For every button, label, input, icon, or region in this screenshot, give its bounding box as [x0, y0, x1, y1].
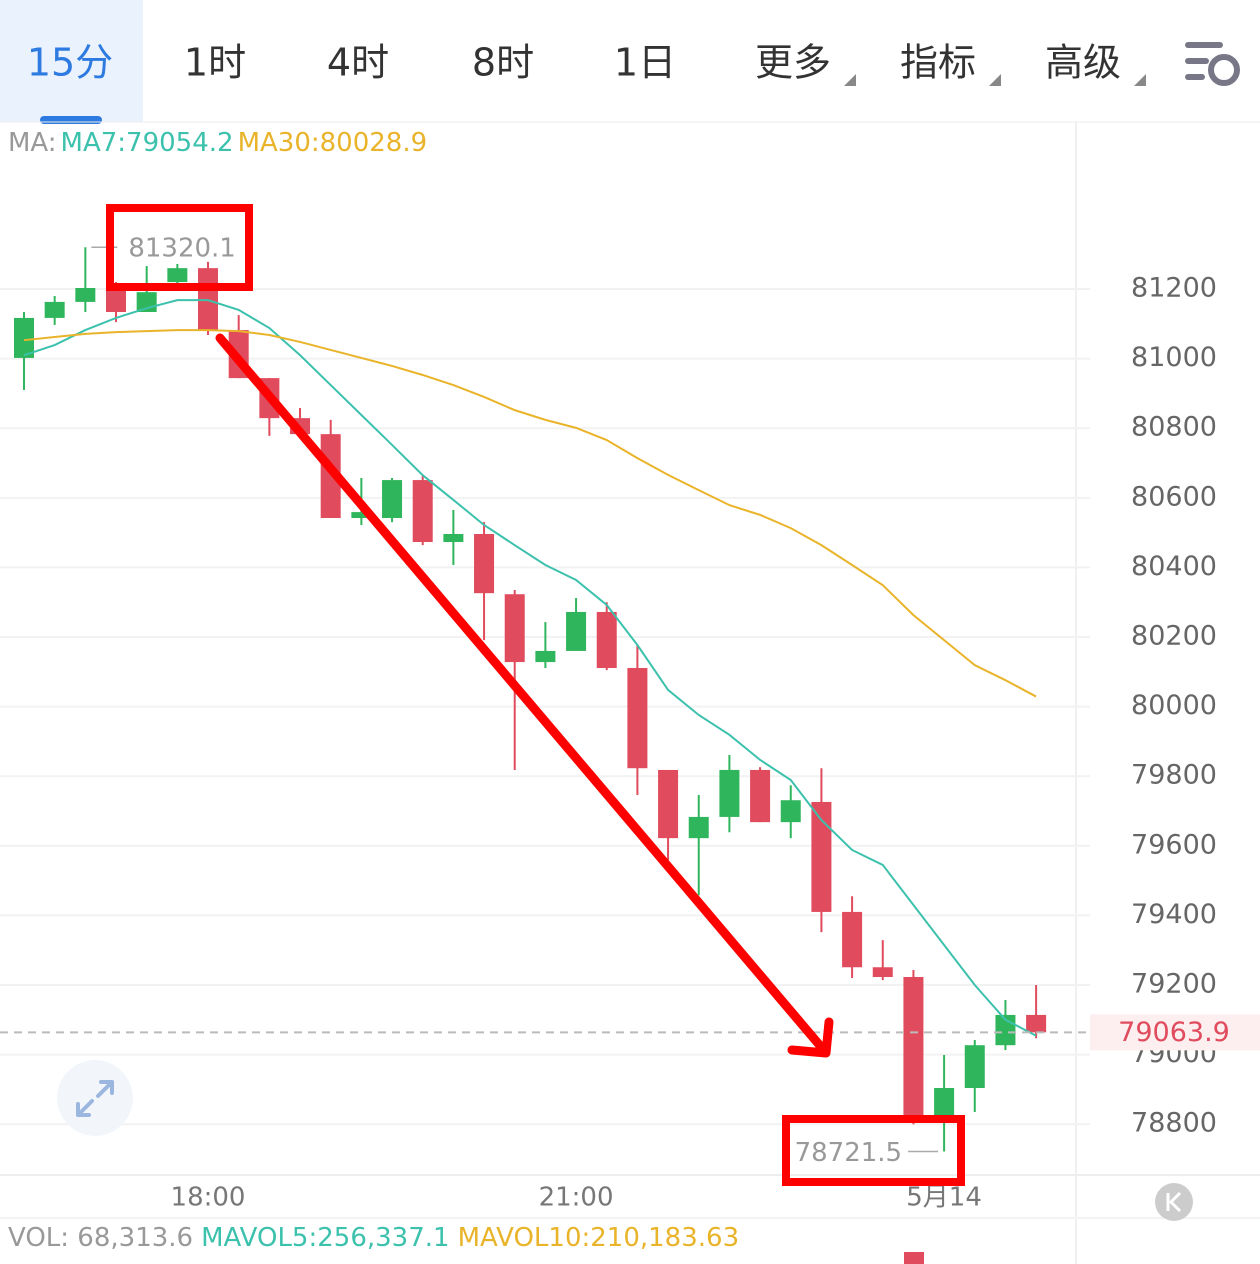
ma-legend-item: MA30:80028.9: [238, 128, 428, 158]
settings-icon[interactable]: [1185, 42, 1240, 86]
tab[interactable]: 1时: [184, 41, 246, 85]
dropdown-triangle: [989, 74, 1001, 86]
x-tick-label: 5月14: [906, 1183, 982, 1213]
y-tick-label: 78800: [1131, 1108, 1217, 1139]
tab[interactable]: 更多: [755, 41, 831, 85]
candle-body: [1026, 1014, 1047, 1033]
ma-line: [23, 329, 1037, 698]
x-tick-label: 18:00: [171, 1183, 246, 1213]
y-tick-label: 80000: [1131, 690, 1217, 721]
candle-body: [44, 301, 65, 318]
candle-body: [412, 480, 433, 543]
expand-button[interactable]: [57, 1060, 133, 1136]
tab[interactable]: 指标: [900, 41, 976, 85]
arrow-head: [787, 1017, 834, 1058]
volume-legend-item: MAVOL5:256,337.1: [201, 1223, 449, 1253]
tab[interactable]: 1日: [614, 41, 676, 85]
candle-body: [964, 1045, 985, 1089]
candle-body: [811, 801, 832, 912]
candle-body: [474, 534, 495, 594]
last-price-label: 79063.9: [1118, 1017, 1230, 1048]
ma-line: [23, 299, 1037, 1037]
candle-body: [198, 268, 219, 331]
candle-body: [627, 667, 648, 769]
y-tick-label: 80400: [1131, 551, 1217, 582]
candle-body: [934, 1088, 955, 1116]
tab[interactable]: 8时: [472, 41, 534, 85]
y-tick-label: 80200: [1131, 621, 1217, 652]
y-tick-label: 80800: [1131, 412, 1217, 443]
low-marker-label: 78721.5: [795, 1138, 903, 1168]
dropdown-triangle: [844, 74, 856, 86]
candle-body: [106, 287, 127, 312]
ma-legend: MA: MA7:79054.2 MA30:80028.9: [8, 128, 427, 158]
high-marker-label: 81320.1: [128, 234, 236, 264]
y-tick-label: 79400: [1131, 899, 1217, 930]
candle-body: [535, 650, 556, 663]
candle-body: [75, 287, 96, 302]
y-tick-label: 81000: [1131, 342, 1217, 373]
ma-legend-item: MA7:79054.2: [61, 128, 234, 158]
last-price-bg: [1090, 1014, 1260, 1051]
highlight-box: [106, 204, 253, 291]
candle-body: [872, 967, 893, 977]
candle-body: [566, 611, 587, 651]
active-tab-indicator: [40, 116, 102, 124]
candle-body: [750, 769, 771, 823]
candle-body: [658, 769, 679, 839]
candle-body: [351, 512, 372, 519]
candle-body: [688, 816, 709, 839]
candle-body: [719, 769, 740, 817]
candle-body: [320, 434, 341, 519]
tab[interactable]: 高级: [1045, 41, 1121, 85]
volume-legend-item: VOL: 68,313.6: [8, 1223, 193, 1253]
candle-body: [167, 268, 188, 283]
candle-body: [842, 911, 863, 968]
y-tick-label: 79800: [1131, 760, 1217, 791]
trend-arrow: [215, 333, 827, 1053]
y-tick-label: 81200: [1131, 273, 1217, 304]
y-tick-label: 79600: [1131, 829, 1217, 860]
candle-body: [504, 594, 525, 663]
tab[interactable]: 15分: [27, 41, 113, 85]
candle-body: [596, 611, 617, 668]
dropdown-triangle: [1134, 74, 1146, 86]
y-tick-label: 80600: [1131, 481, 1217, 512]
candle-body: [382, 480, 403, 519]
volume-bar-fragment: [904, 1252, 924, 1264]
candle-body: [443, 534, 464, 543]
candle-body: [780, 800, 801, 823]
x-tick-label: 21:00: [539, 1183, 614, 1213]
y-tick-label: 79200: [1131, 969, 1217, 1000]
active-tab-bg: [0, 0, 143, 122]
ma-header: MA:: [8, 128, 57, 158]
candle-body: [14, 317, 34, 358]
volume-legend-item: MAVOL10:210,183.63: [458, 1223, 740, 1253]
highlight-box: [782, 1115, 965, 1186]
tab[interactable]: 4时: [327, 41, 389, 85]
candle-body: [903, 976, 924, 1116]
volume-legend: VOL: 68,313.6 MAVOL5:256,337.1 MAVOL10:210…: [8, 1223, 739, 1253]
scroll-latest-button[interactable]: [1155, 1183, 1193, 1221]
